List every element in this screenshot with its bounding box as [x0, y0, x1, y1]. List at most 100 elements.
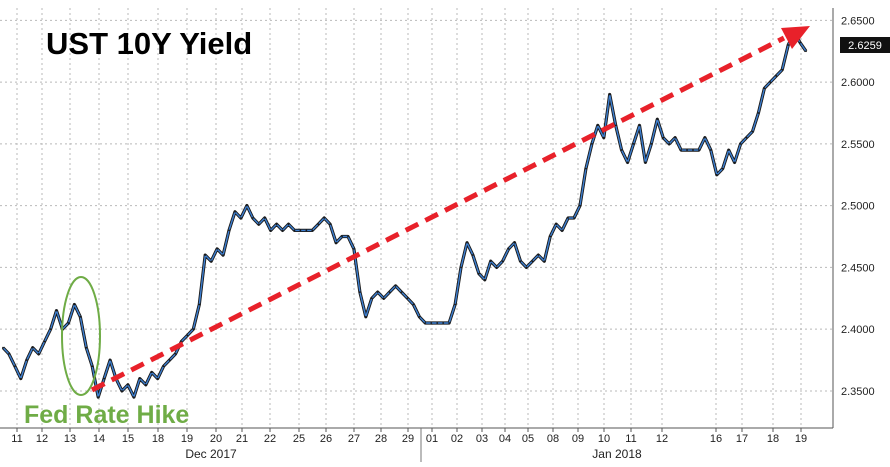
yield-data-point [358, 291, 361, 294]
x-tick-label: 19 [795, 433, 807, 445]
yield-data-point [156, 377, 159, 380]
month-label: Dec 2017 [185, 447, 237, 461]
yield-data-point [674, 136, 677, 139]
x-tick-label: 19 [181, 433, 193, 445]
trend-arrow-head [781, 26, 810, 49]
yield-data-point [686, 149, 688, 151]
yield-data-point [234, 210, 236, 213]
yield-data-point [347, 235, 349, 238]
yield-data-point [341, 235, 343, 238]
yield-data-point [25, 359, 28, 361]
yield-data-point [787, 44, 790, 46]
yield-data-point [614, 124, 617, 127]
yield-data-point [513, 241, 516, 244]
yield-data-point [73, 303, 76, 306]
x-tick-label: 18 [152, 433, 164, 445]
yield-data-point [477, 272, 480, 275]
yield-data-point [424, 322, 427, 324]
yield-data-point [549, 235, 552, 238]
yield-data-point [751, 130, 754, 133]
yield-data-point [721, 167, 724, 170]
yield-data-point [388, 291, 391, 294]
yield-data-point [287, 223, 290, 226]
y-tick-label: 2.4000 [841, 324, 875, 336]
yield-data-point [709, 149, 712, 151]
yield-data-point [430, 322, 433, 324]
y-tick-label: 2.3500 [841, 386, 875, 398]
yield-data-point [680, 149, 682, 151]
yield-data-point [353, 247, 355, 250]
x-tick-label: 22 [264, 433, 276, 445]
yield-data-point [317, 223, 320, 226]
y-tick-label: 2.5500 [841, 139, 875, 151]
yield-data-point [525, 266, 528, 269]
yield-data-point [257, 223, 260, 226]
yield-data-point [305, 229, 308, 232]
yield-data-point [739, 142, 742, 145]
x-tick-label: 12 [656, 433, 668, 445]
yield-data-point [376, 291, 379, 294]
yield-data-point [275, 223, 278, 226]
yield-data-point [483, 278, 486, 281]
yield-data-point [192, 328, 195, 331]
yield-data-point [370, 297, 373, 300]
x-tick-label: 05 [522, 433, 534, 445]
x-tick-label: 13 [64, 433, 76, 445]
yield-data-point [49, 328, 52, 331]
yield-data-point [31, 346, 34, 349]
x-tick-label: 27 [348, 433, 360, 445]
y-tick-label: 2.6000 [841, 77, 875, 89]
y-tick-label: 2.5000 [841, 201, 875, 213]
x-tick-label: 03 [476, 433, 488, 445]
month-label: Jan 2018 [592, 447, 642, 461]
yield-data-point [168, 359, 171, 361]
yield-data-point [109, 359, 111, 361]
yield-data-point [519, 260, 522, 263]
x-tick-label: 09 [572, 433, 584, 445]
y-tick-labels: 2.3500 2.4000 2.4500 2.5000 2.5500 2.6000 2.65… [841, 15, 875, 398]
x-tick-label: 29 [402, 433, 414, 445]
yield-data-point [775, 75, 778, 77]
x-tick-label: 25 [293, 433, 305, 445]
last-value-tag: 2.6259 [840, 37, 890, 53]
yield-data-point [698, 149, 700, 151]
yield-data-point [406, 297, 409, 300]
series-layer [1, 31, 808, 399]
x-tick-label: 18 [767, 433, 779, 445]
yield-data-point [222, 254, 224, 256]
yield-data-point [418, 315, 421, 318]
yield-data-point [281, 229, 284, 232]
yield-data-point [632, 142, 635, 145]
chart-title: UST 10Y Yield [46, 26, 252, 61]
yield-data-point [489, 260, 492, 263]
yield-data-point [733, 161, 736, 164]
yield-data-point [311, 229, 314, 232]
grid [0, 8, 833, 432]
yield-data-point [132, 396, 135, 399]
yield-data-point [394, 285, 397, 287]
yield-data-point [412, 303, 415, 306]
yield-data-point [644, 161, 647, 164]
yield-data-point [495, 266, 498, 269]
yield-data-point [460, 266, 462, 269]
x-tick-label: 11 [625, 433, 636, 445]
x-tick-label: 28 [375, 433, 387, 445]
yield-data-point [626, 161, 629, 164]
y-tick-label: 2.4500 [841, 262, 875, 274]
yield-data-point [543, 260, 546, 263]
yield-data-point [448, 322, 451, 324]
fed-rate-hike-label: Fed Rate Hike [24, 401, 189, 429]
x-tick-label: 02 [451, 433, 463, 445]
yield-data-point [638, 124, 641, 127]
yield-data-point [656, 118, 659, 121]
yield-data-point [269, 229, 272, 232]
yield-data-point [454, 303, 456, 306]
yield-data-point [91, 365, 94, 368]
x-tick-label: 10 [598, 433, 610, 445]
yield-data-point [2, 346, 4, 349]
yield-data-point [198, 303, 201, 306]
yield-data-point [138, 377, 141, 380]
yield-data-point [121, 390, 123, 392]
yield-data-point [240, 217, 242, 219]
